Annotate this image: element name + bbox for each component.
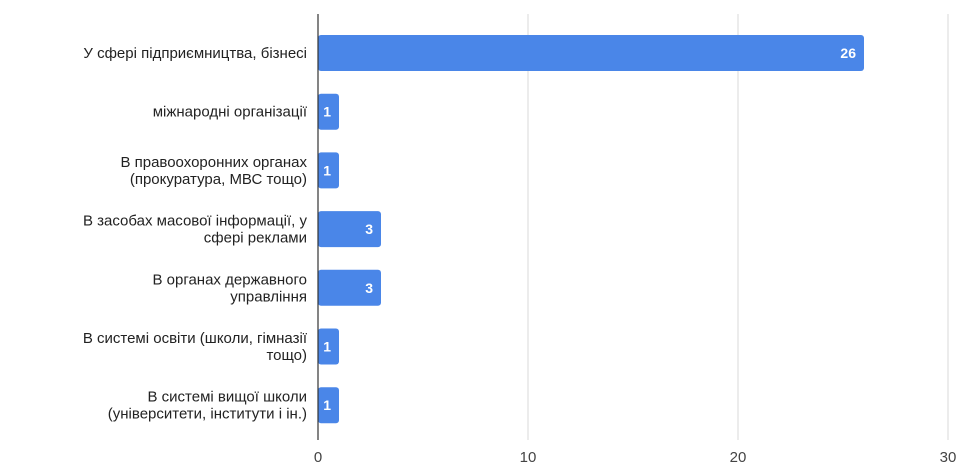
category-label: (університети, інститути і ін.) bbox=[108, 406, 307, 423]
category-label: В системі вищої школи bbox=[147, 389, 307, 406]
category-label: В засобах масової інформації, у bbox=[83, 213, 308, 230]
data-label: 1 bbox=[323, 162, 331, 178]
bar[interactable] bbox=[318, 152, 339, 189]
category-label: міжнародні організації bbox=[153, 104, 308, 121]
data-label: 1 bbox=[323, 339, 331, 355]
category-label: В системі освіти (школи, гімназії bbox=[83, 330, 308, 347]
category-label: сфері реклами bbox=[204, 230, 307, 247]
x-tick-label: 20 bbox=[730, 449, 747, 466]
category-label: У сфері підприємництва, бізнесі bbox=[83, 45, 307, 62]
data-label: 3 bbox=[365, 280, 373, 296]
bar[interactable] bbox=[318, 35, 864, 71]
bar[interactable] bbox=[318, 211, 381, 248]
x-tick-label: 10 bbox=[520, 449, 537, 466]
bar[interactable] bbox=[318, 387, 339, 424]
gridlines bbox=[527, 14, 949, 440]
bar[interactable] bbox=[318, 328, 339, 365]
category-label: тощо) bbox=[266, 347, 307, 364]
x-tick-labels: 0 10 20 30 bbox=[314, 449, 957, 466]
data-label: 1 bbox=[323, 397, 331, 413]
data-label: 3 bbox=[365, 221, 373, 237]
x-tick-label: 30 bbox=[940, 449, 957, 466]
bar[interactable] bbox=[318, 93, 339, 130]
category-label: В правоохоронних органах bbox=[120, 154, 307, 171]
data-label: 26 bbox=[840, 45, 856, 61]
category-labels: У сфері підприємництва, бізнесі міжнародн… bbox=[83, 45, 308, 423]
category-label: (прокуратура, МВС тощо) bbox=[130, 171, 307, 188]
category-label: В органах державного bbox=[152, 271, 307, 288]
category-label: управління bbox=[230, 288, 307, 305]
data-labels: 26 1 1 3 3 1 1 bbox=[323, 45, 856, 413]
x-tick-label: 0 bbox=[314, 449, 322, 466]
bar[interactable] bbox=[318, 269, 381, 306]
data-label: 1 bbox=[323, 104, 331, 120]
bars bbox=[318, 35, 864, 424]
